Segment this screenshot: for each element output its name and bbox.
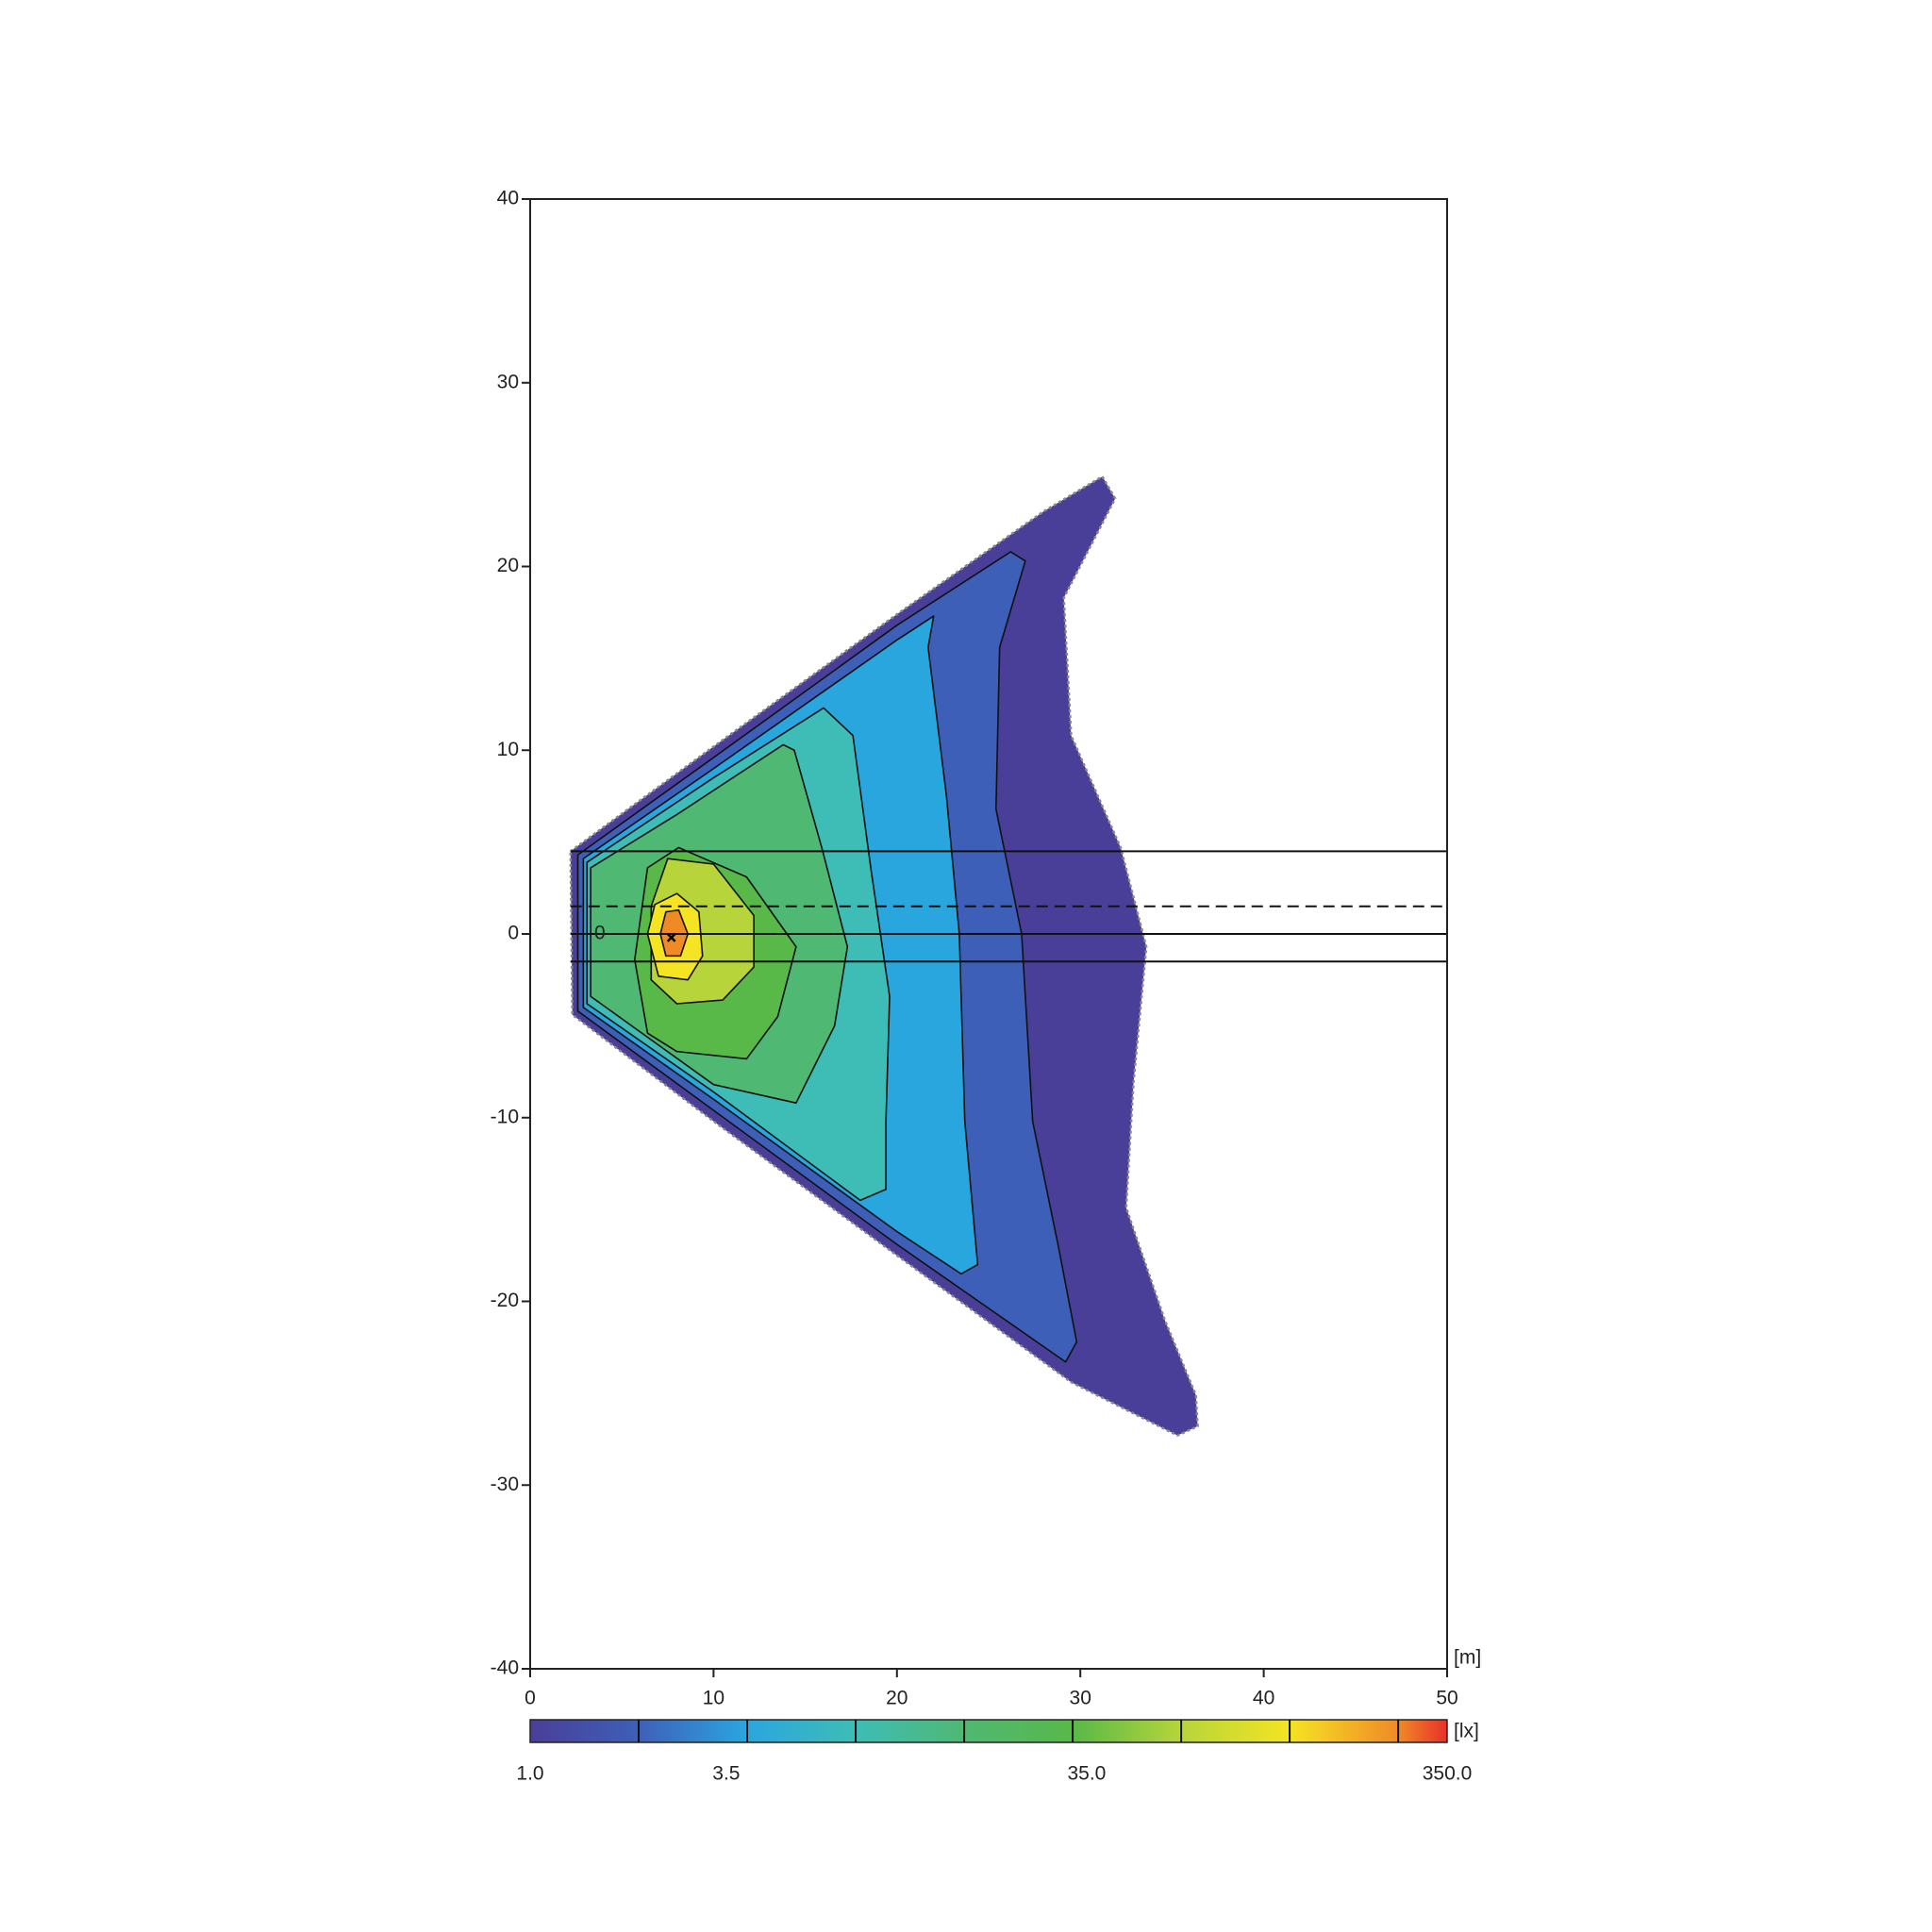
x-tick-label: 10: [703, 1688, 724, 1709]
x-tick-label: 0: [525, 1688, 536, 1709]
y-tick-label: -30: [491, 1474, 519, 1495]
y-tick-label: -10: [491, 1106, 519, 1127]
y-tick-label: 40: [497, 188, 519, 209]
annotation: 0: [594, 923, 606, 944]
x-tick-label: 30: [1070, 1688, 1091, 1709]
plot-area: [569, 475, 1447, 1437]
light-source: [666, 933, 676, 942]
y-tick-label: 10: [497, 739, 519, 760]
x-tick-label: 40: [1253, 1688, 1274, 1709]
color-unit: [lx]: [1454, 1721, 1479, 1742]
colorbar-tick-label: 3.5: [712, 1763, 740, 1785]
y-tick-label: 20: [497, 555, 519, 576]
y-tick-label: -40: [491, 1657, 519, 1679]
y-tick-label: 30: [497, 371, 519, 392]
x-tick-label: 50: [1436, 1688, 1457, 1709]
colorbar-tick-label: 35.0: [1067, 1763, 1106, 1785]
colorbar-tick-label: 350.0: [1423, 1763, 1473, 1785]
x-tick-label: 20: [886, 1688, 908, 1709]
colorbar-tick-label: 1.0: [516, 1763, 543, 1785]
y-tick-label: -20: [491, 1290, 519, 1311]
x-unit: [m]: [1454, 1647, 1481, 1669]
colorbar: [529, 1719, 1448, 1743]
y-tick-label: 0: [508, 923, 519, 944]
